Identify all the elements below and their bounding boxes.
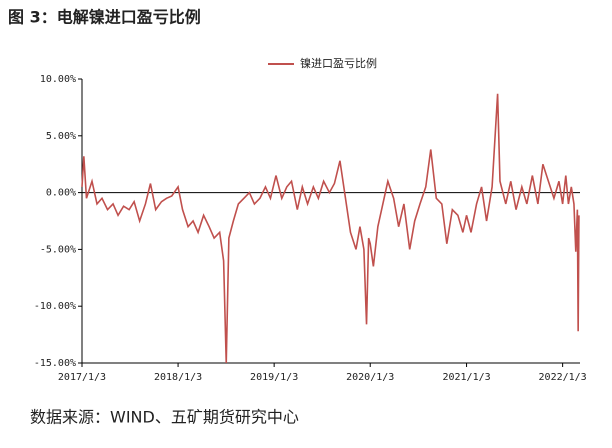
y-tick-label: 10.00% xyxy=(40,74,76,85)
y-tick-label: -5.00% xyxy=(40,244,76,255)
legend-label: 镍进口盈亏比例 xyxy=(300,56,377,70)
y-tick-label: -15.00% xyxy=(34,358,76,369)
x-tick-label: 2018/1/3 xyxy=(154,372,202,383)
x-tick-label: 2017/1/3 xyxy=(58,372,106,383)
y-tick-label: 0.00% xyxy=(46,188,76,199)
source-note: 数据来源：WIND、五矿期货研究中心 xyxy=(30,408,299,427)
x-tick-label: 2022/1/3 xyxy=(539,372,587,383)
x-tick-label: 2019/1/3 xyxy=(250,372,298,383)
x-tick-label: 2020/1/3 xyxy=(346,372,394,383)
y-tick-label: 5.00% xyxy=(46,131,76,142)
data-line xyxy=(81,93,580,364)
x-tick-label: 2021/1/3 xyxy=(442,372,490,383)
y-tick-label: -10.00% xyxy=(34,301,76,312)
chart-title: 图 3：电解镍进口盈亏比例 xyxy=(8,8,201,27)
